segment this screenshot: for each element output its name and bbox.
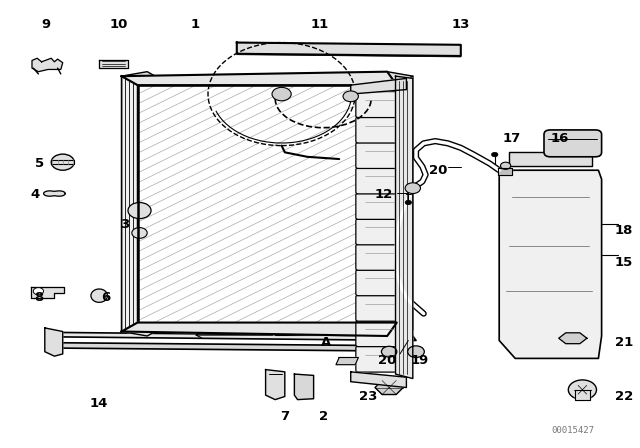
Polygon shape xyxy=(575,390,590,400)
Polygon shape xyxy=(31,287,64,298)
Text: 12: 12 xyxy=(375,188,393,202)
Text: 8: 8 xyxy=(34,291,43,305)
Text: 6: 6 xyxy=(101,291,110,305)
Text: 20: 20 xyxy=(378,354,396,367)
Polygon shape xyxy=(91,289,108,302)
Circle shape xyxy=(381,346,397,357)
Polygon shape xyxy=(358,92,400,372)
Text: 10: 10 xyxy=(109,18,127,31)
Polygon shape xyxy=(499,170,602,358)
Circle shape xyxy=(408,346,424,358)
Circle shape xyxy=(405,200,412,205)
Text: 9: 9 xyxy=(42,18,51,31)
Polygon shape xyxy=(122,323,163,336)
Circle shape xyxy=(405,183,420,194)
Polygon shape xyxy=(336,358,358,365)
Text: 21: 21 xyxy=(615,336,633,349)
Text: 17: 17 xyxy=(503,132,521,146)
FancyBboxPatch shape xyxy=(356,168,403,194)
Polygon shape xyxy=(44,191,65,196)
Text: 11: 11 xyxy=(311,18,329,31)
FancyBboxPatch shape xyxy=(356,117,403,143)
FancyBboxPatch shape xyxy=(356,295,403,321)
Polygon shape xyxy=(45,328,63,356)
Circle shape xyxy=(500,162,511,169)
FancyBboxPatch shape xyxy=(356,194,403,220)
Text: 13: 13 xyxy=(452,18,470,31)
Polygon shape xyxy=(375,380,403,395)
Text: 15: 15 xyxy=(615,255,633,269)
Circle shape xyxy=(51,154,74,170)
Polygon shape xyxy=(509,152,592,166)
Polygon shape xyxy=(237,43,461,56)
Text: 2: 2 xyxy=(319,410,328,423)
Text: 16: 16 xyxy=(551,132,569,146)
FancyBboxPatch shape xyxy=(356,346,403,372)
Polygon shape xyxy=(559,333,587,344)
Polygon shape xyxy=(32,58,63,72)
Circle shape xyxy=(132,228,147,238)
FancyBboxPatch shape xyxy=(356,270,403,296)
Circle shape xyxy=(128,202,151,219)
FancyBboxPatch shape xyxy=(356,91,403,117)
Polygon shape xyxy=(99,60,128,68)
Polygon shape xyxy=(294,374,314,400)
Text: 20: 20 xyxy=(429,164,447,177)
Text: 14: 14 xyxy=(90,396,108,410)
Text: A: A xyxy=(321,336,332,349)
Text: 7: 7 xyxy=(280,410,289,423)
Polygon shape xyxy=(371,323,413,336)
Polygon shape xyxy=(397,76,413,329)
Text: 23: 23 xyxy=(359,390,377,403)
Polygon shape xyxy=(122,323,397,336)
Text: 1: 1 xyxy=(191,18,200,31)
Text: 22: 22 xyxy=(615,390,633,403)
Polygon shape xyxy=(351,372,406,388)
Polygon shape xyxy=(498,168,512,175)
Text: 3: 3 xyxy=(120,217,129,231)
FancyBboxPatch shape xyxy=(356,219,403,245)
Polygon shape xyxy=(122,76,138,332)
FancyBboxPatch shape xyxy=(356,321,403,347)
Text: 18: 18 xyxy=(615,224,633,237)
Polygon shape xyxy=(51,160,74,164)
Circle shape xyxy=(33,288,44,295)
Polygon shape xyxy=(122,72,397,85)
Text: 19: 19 xyxy=(410,354,428,367)
Circle shape xyxy=(272,87,291,101)
Polygon shape xyxy=(266,370,285,400)
Polygon shape xyxy=(351,78,406,94)
Circle shape xyxy=(492,152,498,157)
FancyBboxPatch shape xyxy=(356,142,403,168)
Polygon shape xyxy=(371,72,413,85)
Circle shape xyxy=(568,380,596,400)
Polygon shape xyxy=(56,343,416,351)
FancyBboxPatch shape xyxy=(356,244,403,270)
FancyBboxPatch shape xyxy=(544,130,602,157)
Text: 5: 5 xyxy=(35,157,44,170)
Circle shape xyxy=(343,91,358,102)
Text: 00015427: 00015427 xyxy=(551,426,595,435)
Polygon shape xyxy=(138,85,397,323)
Polygon shape xyxy=(122,72,163,85)
Text: 4: 4 xyxy=(31,188,40,202)
Polygon shape xyxy=(396,76,413,379)
Polygon shape xyxy=(56,332,416,340)
